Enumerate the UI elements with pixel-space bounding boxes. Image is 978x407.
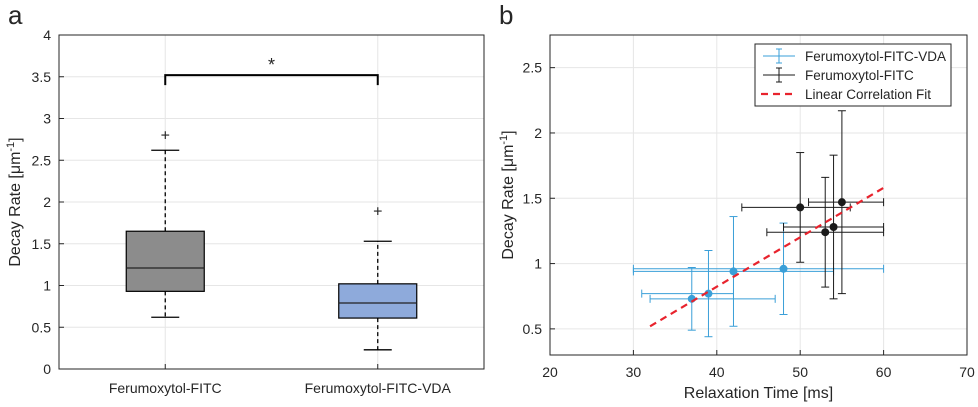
- significance-bracket: [164, 74, 379, 86]
- linear-fit-line: [649, 186, 885, 328]
- interquartile-box: [338, 283, 418, 319]
- y-tick-label: 0.5: [32, 319, 52, 335]
- data-point: [779, 264, 788, 273]
- x-tick-label: 30: [626, 364, 642, 380]
- y-tick-label: 3: [43, 111, 51, 127]
- data-point-group: [741, 152, 851, 263]
- data-point-group: [808, 110, 885, 295]
- legend-entry: Linear Correlation Fit: [761, 87, 931, 102]
- outlier-marker: +: [161, 127, 170, 144]
- y-tick-label: 2.5: [523, 60, 543, 76]
- y-tick-label: 2: [534, 125, 542, 141]
- y-tick-label: 1: [534, 256, 542, 272]
- y-tick-label: 1.5: [32, 236, 52, 252]
- panel-a-letter: a: [8, 0, 23, 30]
- data-point: [829, 223, 838, 231]
- panel-b-letter: b: [499, 0, 513, 30]
- significance-label: *: [268, 55, 275, 75]
- x-tick-label: 40: [709, 364, 725, 380]
- x-tick-label: 20: [542, 364, 558, 380]
- data-point: [729, 267, 738, 276]
- y-tick-label: 1: [43, 278, 51, 294]
- y-tick-label: 0.5: [523, 321, 543, 337]
- outlier-marker: +: [373, 203, 382, 220]
- panel-b-scatter-plot: b 20 30 40 50 60 70 0.5 1 1.5 2 2.5 Ferumoxytol-FITC…: [498, 0, 975, 402]
- data-point: [837, 198, 846, 207]
- data-point: [796, 203, 805, 212]
- plot-frame: [58, 34, 485, 370]
- data-point-group: [783, 154, 885, 300]
- legend-label: Ferumoxytol-FITC: [805, 68, 914, 83]
- y-axis-label: Decay Rate [μm-1]: [5, 137, 24, 266]
- plot-frame: [549, 34, 968, 356]
- legend-label: Linear Correlation Fit: [805, 87, 931, 102]
- y-tick-label: 4: [43, 27, 51, 43]
- data-point-group: [766, 176, 885, 288]
- x-tick-label: 60: [876, 364, 892, 380]
- legend-entry: Ferumoxytol-FITC-VDA: [763, 48, 946, 64]
- x-tick-label: Ferumoxytol-FITC: [109, 380, 222, 396]
- interquartile-box: [125, 230, 205, 292]
- data-point: [821, 228, 830, 237]
- box-2: +: [338, 203, 418, 351]
- series-2: [741, 110, 885, 300]
- y-tick-label: 2: [43, 194, 51, 210]
- y-tick-label: 1.5: [523, 190, 543, 206]
- panel-a-box-plot: a 0 0.5 1 1.5 2 2.5 3 3.5 4 Ferumoxytol-FITC Ferumo…: [5, 0, 485, 396]
- y-axis-label: Decay Rate [μm-1]: [498, 130, 517, 259]
- x-tick-label: 70: [959, 364, 975, 380]
- x-tick-label: 50: [792, 364, 808, 380]
- x-axis-label: Relaxation Time [ms]: [684, 385, 833, 402]
- legend: Ferumoxytol-FITC-VDA Ferumoxytol-FITC Line…: [754, 43, 952, 107]
- legend-entry: Ferumoxytol-FITC: [763, 67, 914, 83]
- y-tick-label: 3.5: [32, 69, 52, 85]
- box-1: +: [125, 127, 205, 318]
- y-tick-label: 0: [43, 361, 51, 377]
- y-tick-label: 2.5: [32, 152, 52, 168]
- x-tick-label: Ferumoxytol-FITC-VDA: [305, 380, 452, 396]
- legend-label: Ferumoxytol-FITC-VDA: [805, 49, 946, 64]
